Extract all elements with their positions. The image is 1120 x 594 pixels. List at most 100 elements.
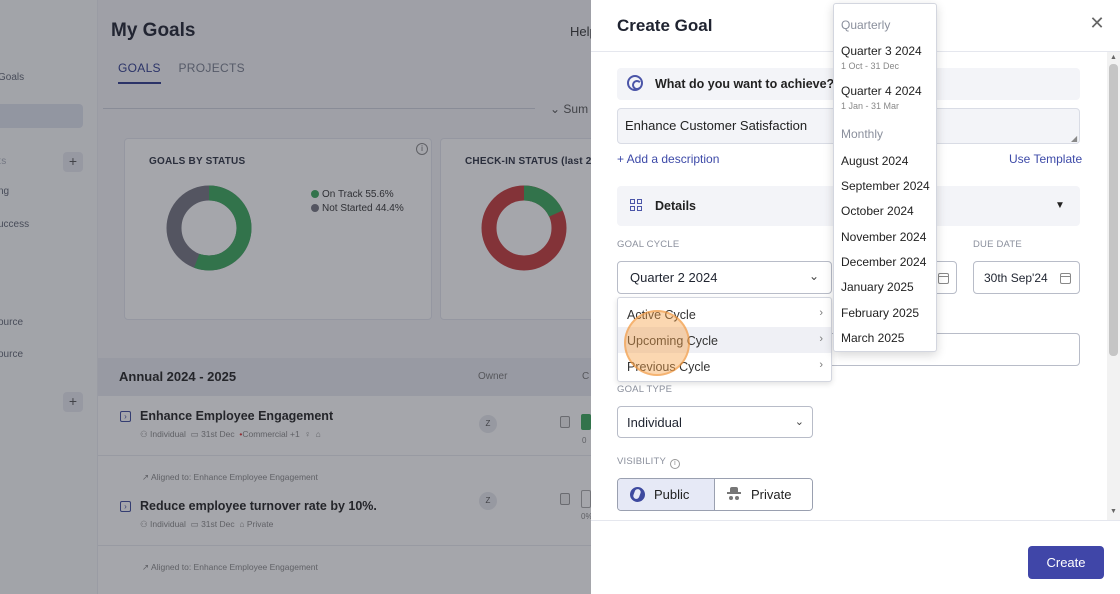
create-goal-drawer: Create Goal ✕ ▲ ▼ What do you want to ac… (591, 0, 1120, 594)
calendar-icon[interactable] (1060, 273, 1071, 284)
upcoming-cycle-submenu: Quarterly Quarter 3 2024 1 Oct - 31 Dec … (833, 3, 937, 352)
visibility-label-row: VISIBILITY i (617, 456, 680, 469)
goal-name[interactable]: Enhance Employee Engagement (140, 409, 334, 423)
calendar-icon[interactable] (938, 273, 949, 284)
goals-status-donut (166, 185, 252, 271)
scrollbar-thumb[interactable] (1109, 64, 1118, 356)
expand-icon[interactable]: › (120, 501, 131, 512)
sidebar-section-label: ts (0, 156, 7, 167)
info-icon[interactable]: i (416, 143, 428, 155)
drawer-footer: Create (591, 520, 1120, 594)
sidebar-item[interactable]: uccess (0, 219, 30, 230)
checkin-icon[interactable] (560, 493, 570, 505)
option-quarter-4-2024[interactable]: Quarter 4 2024 (841, 84, 922, 98)
add-description-link[interactable]: + Add a description (617, 152, 720, 166)
goal-date: 31st Dec (201, 429, 235, 439)
aligned-text: Aligned to: Enhance Employee Engagement (151, 472, 318, 482)
expand-icon[interactable]: › (120, 411, 131, 422)
page-title: My Goals (111, 20, 196, 41)
group-label-monthly: Monthly (841, 127, 884, 141)
modal-backdrop[interactable] (0, 0, 591, 594)
sidebar: Goals ts + ng uccess ource ource + (0, 0, 98, 594)
summary-toggle[interactable]: ⌄ Sum (550, 102, 588, 116)
donut-on-track (166, 185, 252, 271)
close-icon[interactable]: ✕ (1089, 13, 1105, 33)
option-month[interactable]: January 2025 (841, 280, 914, 294)
visibility-public-button[interactable]: Public (618, 479, 715, 510)
legend-item-on-track: On Track 55.6% (311, 188, 404, 202)
calendar-icon: ▭ (190, 429, 199, 439)
tab-projects[interactable]: PROJECTS (178, 61, 245, 75)
calendar-icon: ▭ (190, 519, 199, 529)
scroll-down-icon[interactable]: ▼ (1110, 508, 1117, 515)
goal-visibility: Private (246, 519, 274, 529)
sidebar-add-button-2[interactable]: + (63, 392, 83, 412)
aligned-text: Aligned to: Enhance Employee Engagement (151, 562, 318, 572)
bulb-icon: ♀ (304, 429, 311, 439)
option-month[interactable]: August 2024 (841, 154, 909, 168)
tag-dot: • (239, 429, 243, 439)
owner-avatar: Z (479, 492, 497, 510)
option-month[interactable]: December 2024 (841, 255, 927, 269)
goal-row[interactable]: › Enhance Employee Engagement ⚇ Individu… (98, 396, 598, 456)
create-button[interactable]: Create (1028, 546, 1104, 579)
scrollbar[interactable]: ▲ ▼ (1107, 52, 1120, 520)
due-date-field[interactable]: 30th Sep'24 (973, 261, 1080, 294)
option-month[interactable]: October 2024 (841, 204, 914, 218)
option-month[interactable]: March 2025 (841, 331, 905, 345)
goal-cycle-value: Quarter 2 2024 (630, 270, 718, 285)
goal-row[interactable]: ↗ Aligned to: Enhance Employee Engagemen… (98, 546, 598, 594)
sidebar-add-button[interactable]: + (63, 152, 83, 172)
sidebar-item[interactable]: ource (0, 317, 24, 328)
visibility-private-button[interactable]: Private (715, 479, 812, 510)
divider (103, 108, 535, 109)
check-in-status-card: CHECK-IN STATUS (last 2 w (440, 138, 598, 320)
goal-type-select[interactable]: Individual ⌄ (617, 406, 813, 438)
owner-column-header: Owner (478, 371, 508, 382)
checkin-icon[interactable] (560, 416, 570, 428)
annual-cycle-header: Annual 2024 - 2025 Owner C (98, 358, 598, 396)
check-in-donut (481, 185, 567, 271)
legend-label: Not Started 44.4% (322, 203, 404, 214)
scroll-up-icon[interactable]: ▲ (1110, 54, 1117, 61)
legend-label: On Track 55.6% (322, 189, 394, 200)
chevron-down-icon: ⌄ (794, 416, 804, 428)
resize-handle-icon[interactable]: ◢ (1071, 134, 1078, 143)
sidebar-item[interactable]: ng (0, 186, 10, 197)
info-icon[interactable]: i (670, 459, 680, 469)
lock-icon: ⌂ (315, 429, 321, 439)
goals-by-status-card: GOALS BY STATUS i On Track 55.6% Not Sta… (124, 138, 432, 320)
goal-type-label: GOAL TYPE (617, 384, 673, 395)
trend-icon: ↗ (142, 472, 150, 482)
sidebar-item-goals[interactable]: Goals (0, 72, 25, 83)
due-date-label: DUE DATE (973, 239, 1022, 250)
sidebar-item[interactable]: ource (0, 349, 24, 360)
progress-value: 0% (581, 512, 593, 521)
goal-cycle-label: GOAL CYCLE (617, 239, 680, 250)
goal-date: 31st Dec (201, 519, 235, 529)
goal-cycle-select[interactable]: Quarter 2 2024 ⌄ (617, 261, 832, 294)
chevron-right-icon: › (819, 333, 823, 345)
progress-chip (581, 414, 591, 430)
goal-name[interactable]: Reduce employee turnover rate by 10%. (140, 499, 377, 513)
quarter-date-range: 1 Jan - 31 Mar (841, 101, 900, 111)
sidebar-active-item[interactable] (0, 104, 83, 128)
trend-icon: ↗ (142, 562, 150, 572)
incognito-icon (727, 487, 741, 502)
click-highlight (624, 310, 690, 376)
option-quarter-3-2024[interactable]: Quarter 3 2024 (841, 44, 922, 58)
option-month[interactable]: November 2024 (841, 230, 927, 244)
help-link[interactable]: Help (570, 24, 597, 39)
details-label: Details (655, 199, 696, 213)
main-content: My Goals Help GOALS PROJECTS ⌄ Sum GOALS… (98, 0, 598, 594)
use-template-link[interactable]: Use Template (1009, 152, 1083, 166)
summary-label: Sum (563, 102, 589, 116)
option-month[interactable]: February 2025 (841, 306, 920, 320)
tab-goals[interactable]: GOALS (118, 61, 161, 84)
chevron-down-icon: ⌄ (808, 269, 819, 283)
annual-title: Annual 2024 - 2025 (119, 369, 237, 384)
goal-type: Individual (150, 429, 186, 439)
goal-row[interactable]: ↗ Aligned to: Enhance Employee Engagemen… (98, 456, 598, 546)
option-month[interactable]: September 2024 (841, 179, 930, 193)
visibility-public-label: Public (654, 487, 690, 502)
